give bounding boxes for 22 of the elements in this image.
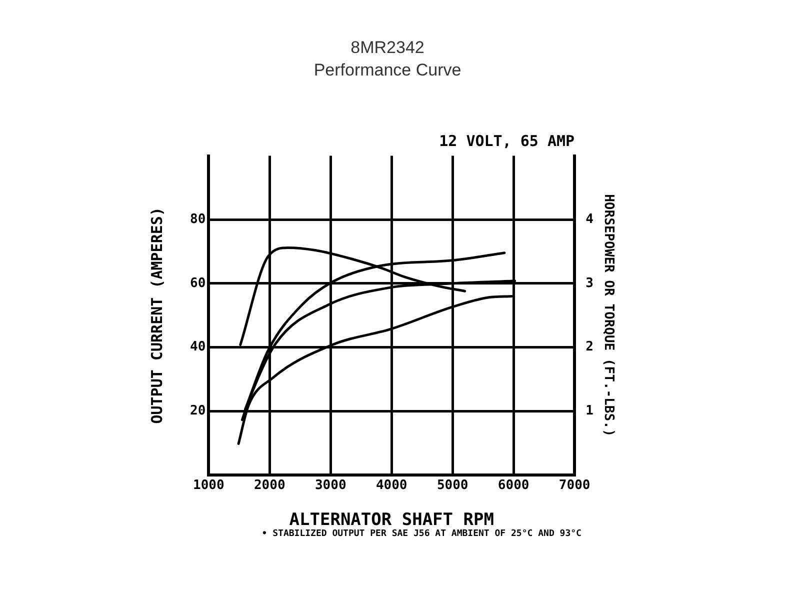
text: • STABILIZED OUTPUT PER SAE J56 AT AMBIENT OF 25°C AND 93°C: [262, 528, 582, 539]
y-tick-label: 40: [190, 340, 206, 355]
x-axis-title: ALTERNATOR SHAFT RPM: [289, 510, 494, 530]
x-tick-label: 5000: [436, 478, 468, 494]
chart-title: 8MR2342: [350, 38, 424, 57]
chart-subtitle: Performance Curve: [314, 60, 462, 80]
x-tick-label: 6000: [498, 478, 530, 494]
y2-tick-label: 2: [586, 340, 594, 355]
y-tick-label: 60: [190, 276, 206, 291]
x-tick-label: 7000: [558, 478, 590, 494]
x-tick-label: 2000: [254, 478, 286, 494]
y2-tick-label: 3: [586, 276, 594, 291]
y2-tick-label: 1: [586, 404, 594, 419]
text: 12 VOLT, 65 AMP: [439, 132, 575, 150]
y-tick-label: 20: [190, 404, 206, 419]
y-axis-title: OUTPUT CURRENT (AMPERES): [148, 207, 166, 424]
x-tick-label: 1000: [192, 478, 224, 494]
x-tick-label: 3000: [314, 478, 346, 494]
y2-axis-title: HORSEPOWER OR TORQUE (FT.-LBS.): [600, 194, 616, 437]
y-tick-label: 80: [190, 212, 206, 228]
y2-tick-label: 4: [586, 212, 594, 228]
x-tick-label: 4000: [376, 478, 408, 494]
